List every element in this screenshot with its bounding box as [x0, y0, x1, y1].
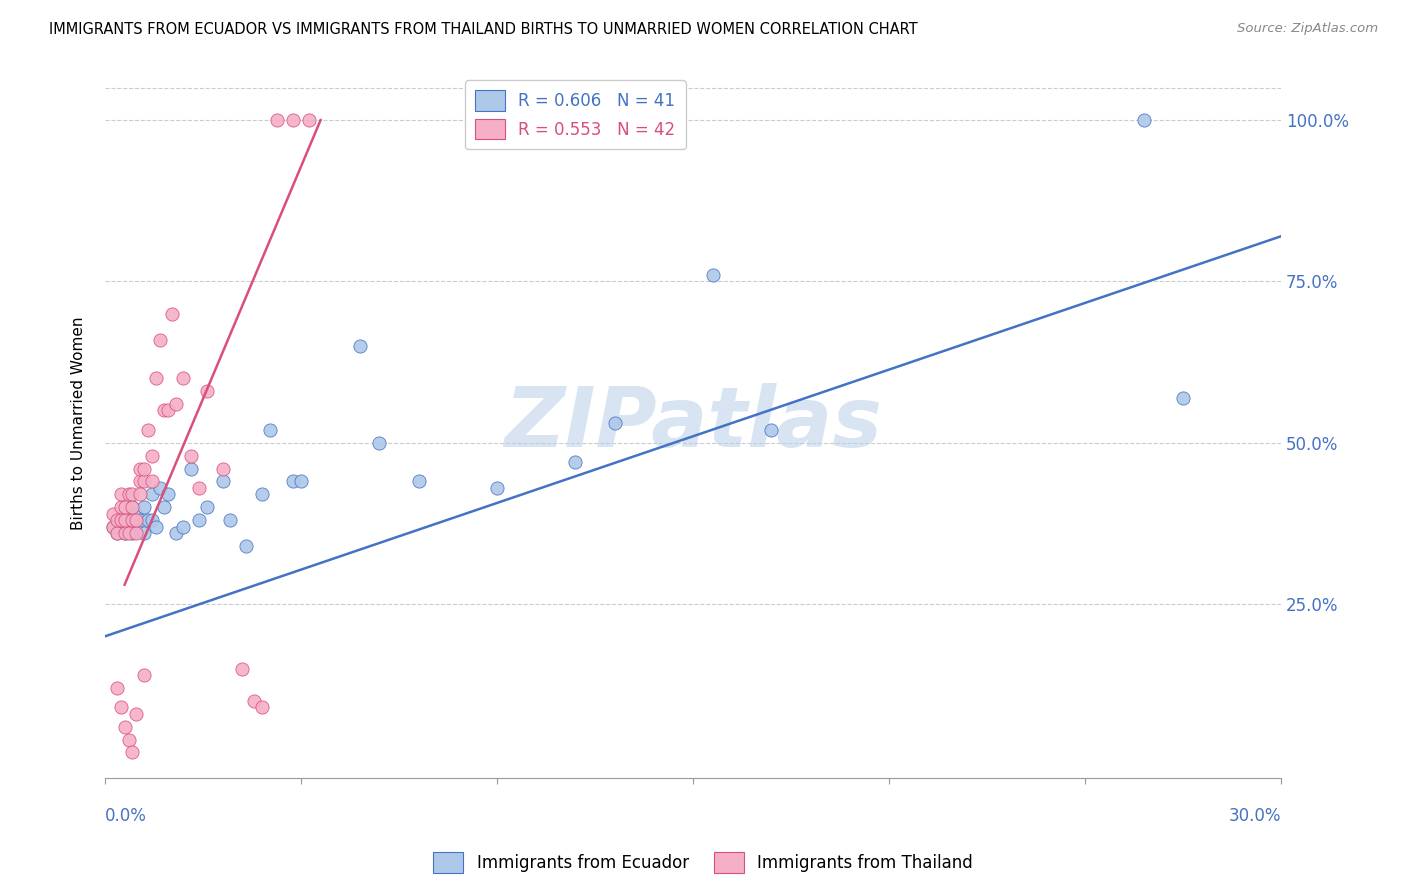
Point: [114, 500, 136, 515]
Point: [156, 403, 179, 417]
Point: [188, 513, 211, 527]
Point: [368, 435, 391, 450]
Point: [195, 384, 218, 398]
Legend: Immigrants from Ecuador, Immigrants from Thailand: Immigrants from Ecuador, Immigrants from…: [426, 846, 980, 880]
Point: [121, 487, 143, 501]
Point: [141, 513, 163, 527]
Point: [485, 481, 508, 495]
Point: [243, 694, 266, 708]
Point: [281, 475, 304, 489]
Point: [136, 423, 159, 437]
Point: [110, 513, 132, 527]
Point: [408, 475, 430, 489]
Point: [129, 475, 152, 489]
Point: [121, 746, 143, 760]
Point: [110, 513, 132, 527]
Point: [250, 700, 273, 714]
Point: [129, 513, 152, 527]
Point: [231, 662, 253, 676]
Point: [129, 487, 152, 501]
Point: [125, 706, 148, 721]
Text: IMMIGRANTS FROM ECUADOR VS IMMIGRANTS FROM THAILAND BIRTHS TO UNMARRIED WOMEN CO: IMMIGRANTS FROM ECUADOR VS IMMIGRANTS FR…: [49, 22, 918, 37]
Point: [281, 113, 304, 128]
Point: [165, 526, 187, 541]
Point: [134, 526, 156, 541]
Point: [165, 397, 187, 411]
Point: [211, 475, 233, 489]
Point: [125, 513, 148, 527]
Point: [114, 513, 136, 527]
Point: [259, 423, 281, 437]
Point: [145, 519, 167, 533]
Point: [266, 113, 288, 128]
Point: [141, 449, 163, 463]
Point: [702, 268, 724, 282]
Point: [219, 513, 242, 527]
Point: [105, 681, 128, 695]
Point: [117, 513, 139, 527]
Point: [121, 526, 143, 541]
Point: [101, 519, 124, 533]
Text: 30.0%: 30.0%: [1229, 807, 1281, 825]
Text: ZIPatlas: ZIPatlas: [503, 383, 882, 464]
Point: [290, 475, 312, 489]
Point: [250, 487, 273, 501]
Point: [117, 487, 139, 501]
Point: [117, 732, 139, 747]
Point: [160, 307, 183, 321]
Point: [141, 475, 163, 489]
Point: [117, 526, 139, 541]
Point: [1171, 391, 1194, 405]
Point: [105, 526, 128, 541]
Point: [101, 519, 124, 533]
Point: [152, 403, 174, 417]
Point: [105, 526, 128, 541]
Point: [211, 461, 233, 475]
Point: [141, 487, 163, 501]
Point: [121, 513, 143, 527]
Point: [172, 371, 194, 385]
Point: [156, 487, 179, 501]
Point: [114, 720, 136, 734]
Point: [101, 507, 124, 521]
Point: [1132, 113, 1154, 128]
Point: [114, 526, 136, 541]
Point: [564, 455, 586, 469]
Point: [105, 513, 128, 527]
Point: [298, 113, 321, 128]
Point: [114, 526, 136, 541]
Point: [125, 526, 148, 541]
Point: [117, 519, 139, 533]
Point: [121, 500, 143, 515]
Point: [134, 500, 156, 515]
Point: [134, 461, 156, 475]
Point: [195, 500, 218, 515]
Point: [110, 500, 132, 515]
Point: [149, 481, 172, 495]
Point: [172, 519, 194, 533]
Point: [180, 461, 202, 475]
Point: [603, 417, 626, 431]
Point: [761, 423, 783, 437]
Point: [235, 539, 257, 553]
Text: 0.0%: 0.0%: [105, 807, 146, 825]
Point: [149, 333, 172, 347]
Point: [134, 475, 156, 489]
Point: [136, 513, 159, 527]
Point: [145, 371, 167, 385]
Point: [110, 487, 132, 501]
Point: [188, 481, 211, 495]
Legend: R = 0.606   N = 41, R = 0.553   N = 42: R = 0.606 N = 41, R = 0.553 N = 42: [465, 80, 686, 149]
Point: [349, 339, 371, 353]
Point: [180, 449, 202, 463]
Point: [152, 500, 174, 515]
Point: [110, 700, 132, 714]
Point: [121, 500, 143, 515]
Point: [125, 507, 148, 521]
Point: [134, 668, 156, 682]
Y-axis label: Births to Unmarried Women: Births to Unmarried Women: [72, 317, 86, 530]
Text: Source: ZipAtlas.com: Source: ZipAtlas.com: [1237, 22, 1378, 36]
Point: [129, 461, 152, 475]
